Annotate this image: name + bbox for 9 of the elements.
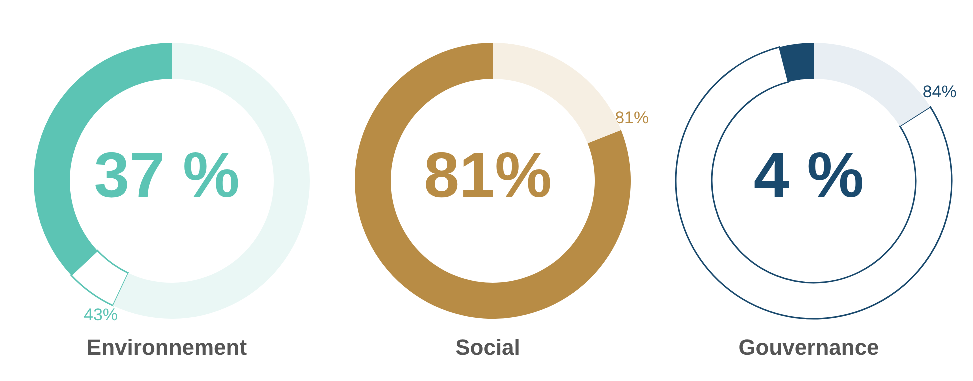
text: 81%	[615, 108, 650, 128]
text: Gouvernance	[738, 335, 880, 360]
text: 37 %	[94, 138, 240, 211]
text: Social	[456, 335, 520, 360]
text: 84%	[922, 82, 957, 102]
text: 4 %	[754, 138, 864, 211]
text: Environnement	[86, 335, 248, 360]
text: 43%	[84, 306, 118, 325]
text: 81%	[424, 138, 552, 211]
